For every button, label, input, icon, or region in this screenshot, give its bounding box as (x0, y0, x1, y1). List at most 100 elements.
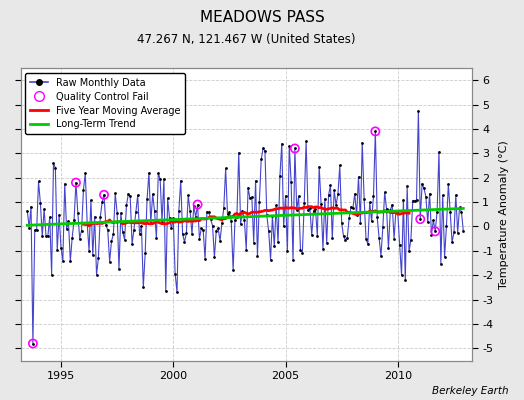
Point (210, 254, 219, 260)
Point (38, 233, 47, 240)
Point (383, 206, 391, 212)
Point (302, 138, 310, 144)
Point (324, 192, 333, 198)
Point (313, 233, 322, 239)
Point (57, 244, 65, 251)
Point (388, 201, 396, 208)
Point (102, 222, 110, 228)
Point (377, 252, 385, 259)
Point (317, 201, 325, 207)
Point (182, 230, 191, 237)
Point (171, 270, 179, 277)
Text: MEADOWS PASS: MEADOWS PASS (200, 10, 324, 25)
Point (134, 192, 142, 198)
Point (373, 214, 381, 220)
Point (289, 257, 297, 264)
Point (124, 191, 133, 197)
Point (163, 195, 172, 202)
Point (436, 260, 445, 267)
Point (188, 231, 196, 237)
Point (137, 223, 146, 229)
Point (66, 258, 74, 264)
Point (220, 205, 228, 212)
Point (121, 236, 129, 243)
Point (242, 247, 250, 253)
Point (154, 170, 162, 176)
Point (322, 240, 331, 246)
Point (252, 178, 260, 184)
Point (118, 229, 127, 235)
Point (362, 235, 370, 242)
Point (193, 201, 202, 208)
Point (425, 190, 434, 197)
Point (98, 199, 106, 206)
Point (348, 205, 357, 212)
Point (49, 160, 58, 166)
Point (156, 176, 165, 183)
Point (335, 162, 344, 168)
Point (375, 235, 383, 241)
Point (360, 196, 368, 202)
Point (227, 218, 235, 224)
Point (55, 212, 63, 218)
Point (25, 224, 34, 231)
Point (115, 266, 123, 272)
Point (81, 170, 90, 176)
Point (278, 140, 286, 147)
Point (255, 199, 264, 206)
Point (266, 256, 275, 263)
Point (420, 185, 428, 192)
Point (364, 241, 372, 247)
Point (249, 240, 258, 246)
Point (246, 195, 254, 202)
Point (285, 143, 293, 149)
Point (75, 236, 84, 242)
Point (300, 200, 309, 206)
Point (190, 203, 198, 209)
Point (268, 213, 277, 219)
Point (201, 256, 209, 262)
Point (429, 217, 438, 223)
Point (283, 247, 291, 254)
Point (40, 206, 48, 212)
Point (68, 234, 77, 241)
Point (457, 209, 466, 215)
Point (89, 252, 97, 258)
Point (216, 238, 224, 244)
Point (353, 212, 361, 219)
Point (380, 189, 389, 195)
Point (427, 232, 435, 238)
Point (274, 239, 282, 246)
Point (204, 209, 213, 216)
Point (328, 235, 336, 242)
Point (416, 216, 424, 222)
Point (410, 197, 419, 204)
Point (281, 192, 290, 199)
Point (439, 192, 447, 198)
Point (337, 220, 346, 226)
Point (235, 150, 243, 156)
Point (87, 197, 95, 204)
Point (160, 176, 168, 182)
Point (354, 174, 363, 180)
Point (369, 193, 378, 199)
Point (347, 204, 355, 210)
Point (341, 237, 350, 243)
Point (448, 239, 456, 246)
Point (209, 222, 217, 229)
Point (423, 219, 432, 226)
Point (405, 248, 413, 254)
Point (83, 220, 91, 226)
Point (29, 340, 37, 347)
Point (257, 156, 265, 163)
Point (79, 187, 88, 193)
Point (23, 208, 31, 214)
Point (191, 214, 200, 220)
Point (253, 253, 261, 259)
Point (122, 202, 130, 208)
Point (452, 192, 460, 198)
Point (455, 204, 464, 210)
Point (141, 250, 149, 256)
Point (265, 228, 273, 235)
Point (444, 181, 453, 188)
